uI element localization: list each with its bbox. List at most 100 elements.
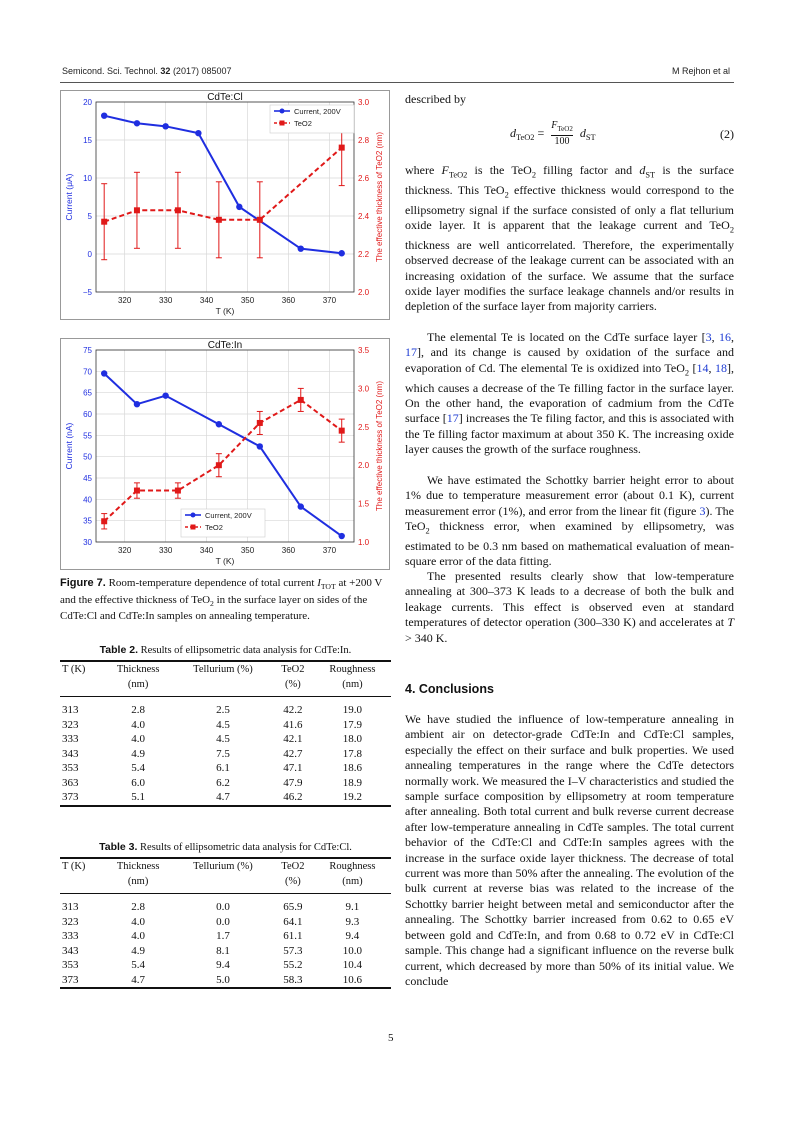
text-run: , bbox=[711, 330, 720, 344]
x-tick-label: 360 bbox=[282, 296, 296, 305]
text-run: thickness error, when examined by ellips… bbox=[405, 519, 734, 569]
citation-link[interactable]: 18 bbox=[715, 360, 728, 375]
table-cell: 2.5 bbox=[216, 704, 230, 716]
data-point bbox=[162, 392, 169, 399]
journal-volume: 32 bbox=[160, 66, 171, 76]
legend-label: TeO2 bbox=[294, 119, 312, 128]
header-rule bbox=[60, 82, 734, 83]
y-tick-label: 50 bbox=[83, 453, 92, 462]
legend-label: TeO2 bbox=[205, 523, 223, 532]
table-cell: 353 bbox=[62, 762, 79, 774]
paragraph-text: We have studied the influence of low-tem… bbox=[405, 712, 734, 988]
table-row: 323 4.0 0.0 64.1 9.3 bbox=[60, 915, 391, 930]
table-caption: Table 2. Results of ellipsometric data a… bbox=[60, 644, 391, 656]
chart-cdte-cl: CdTe:Cl 320 330 340 350 360 370 T (K) −5 0 5 10 15 20… bbox=[60, 90, 390, 320]
data-point bbox=[101, 218, 108, 225]
x-tick-label: 340 bbox=[200, 296, 214, 305]
table-cell: 18.6 bbox=[342, 762, 363, 774]
data-point bbox=[100, 112, 108, 119]
column-header: Thickness bbox=[116, 861, 160, 872]
y2-tick-label: 2.4 bbox=[358, 212, 370, 221]
series-line-1 bbox=[103, 146, 343, 223]
table-cell: 9.1 bbox=[345, 901, 360, 913]
y2-tick-label: 1.5 bbox=[358, 500, 370, 509]
figure-link[interactable]: 3 bbox=[699, 503, 706, 518]
column-header: T (K) bbox=[62, 861, 86, 872]
table-cell: 4.7 bbox=[131, 973, 145, 986]
table-cell: 42.1 bbox=[283, 733, 303, 745]
text-run: The presented results clearly show that … bbox=[405, 569, 734, 630]
caption-sub: 2 bbox=[210, 598, 214, 608]
y2-tick-label: 3.0 bbox=[358, 384, 370, 393]
table-row: 333 4.0 4.5 42.1 18.0 bbox=[60, 732, 391, 747]
table-cell: 65.9 bbox=[283, 901, 303, 913]
table-cell: 10.0 bbox=[342, 944, 363, 957]
table-row: 313 2.8 2.5 42.2 19.0 bbox=[60, 697, 391, 718]
data-point bbox=[338, 250, 345, 257]
column-header: TeO2 bbox=[281, 664, 305, 675]
citation-link[interactable]: 17 bbox=[405, 345, 417, 360]
text-run: > 340 K. bbox=[405, 630, 448, 645]
table-cell: 353 bbox=[62, 959, 79, 971]
table-label: Table 2. bbox=[99, 644, 138, 656]
citation-link[interactable]: 17 bbox=[446, 411, 459, 426]
y-tick-label: 60 bbox=[83, 410, 92, 419]
y-axis-label: Current (μA) bbox=[64, 173, 74, 220]
table-row: 353 5.4 9.4 55.2 10.4 bbox=[60, 958, 391, 973]
text-run: ], which causes a decrease of the Te fil… bbox=[405, 360, 735, 426]
table-cell: 373 bbox=[62, 791, 79, 803]
table-cell: 5.4 bbox=[131, 762, 145, 774]
table-cell: 1.7 bbox=[216, 930, 230, 942]
table-cell: 4.0 bbox=[131, 930, 145, 942]
column-header: Thickness bbox=[116, 664, 160, 675]
table-cell: 9.3 bbox=[345, 915, 360, 928]
column-header-unit bbox=[60, 677, 103, 697]
data-point bbox=[174, 207, 181, 214]
table-cell: 6.2 bbox=[216, 776, 230, 789]
y-tick-label: 0 bbox=[88, 250, 93, 259]
y2-tick-label: 2.0 bbox=[358, 461, 370, 470]
citation-link[interactable]: 14 bbox=[696, 360, 709, 375]
x-tick-label: 330 bbox=[159, 296, 173, 305]
table-cell: 373 bbox=[62, 973, 79, 986]
table-cell: 41.6 bbox=[283, 718, 303, 731]
eq-equals: = bbox=[537, 125, 545, 140]
running-header-journal: Semicond. Sci. Technol. 32 (2017) 085007 bbox=[62, 66, 232, 76]
table-cell: 313 bbox=[62, 901, 79, 913]
table-cell: 10.4 bbox=[342, 959, 363, 971]
math-symbol: F bbox=[441, 163, 449, 177]
text-run: is the surface thickness. This TeO bbox=[405, 163, 734, 197]
x-tick-label: 370 bbox=[323, 546, 337, 555]
table-cell: 363 bbox=[62, 776, 79, 789]
y-tick-label: 65 bbox=[83, 389, 92, 398]
table-cell: 47.1 bbox=[283, 762, 303, 774]
equation-number: (2) bbox=[720, 127, 734, 141]
plot-area bbox=[95, 101, 355, 293]
x-tick-label: 350 bbox=[241, 546, 255, 555]
authors: M Rejhon et al bbox=[672, 66, 731, 76]
eq-denominator: 100 bbox=[554, 136, 570, 147]
table-2: Table 2. Results of ellipsometric data a… bbox=[60, 640, 391, 807]
data-point bbox=[338, 532, 345, 540]
citation-link[interactable]: 16 bbox=[719, 330, 732, 344]
eq-sub: TeO2 bbox=[516, 133, 535, 143]
paragraph-text: where FTeO2 is the TeO2 filling factor a… bbox=[405, 163, 734, 315]
table-cell: 2.8 bbox=[131, 704, 145, 716]
table-cell: 42.2 bbox=[283, 704, 303, 716]
data-point bbox=[297, 396, 304, 403]
table-cell: 10.6 bbox=[342, 973, 363, 986]
y-tick-label: 75 bbox=[83, 346, 92, 355]
legend-marker bbox=[190, 512, 196, 518]
citation-link[interactable]: 3 bbox=[705, 330, 712, 344]
column-header-unit bbox=[60, 874, 103, 894]
table-cell: 18.0 bbox=[342, 733, 363, 745]
y-tick-label: −5 bbox=[83, 288, 93, 297]
y-tick-label: 10 bbox=[83, 174, 92, 183]
y-tick-label: 15 bbox=[83, 136, 92, 145]
data-point bbox=[256, 443, 264, 450]
data-point bbox=[297, 245, 304, 252]
eq-symbol: d bbox=[579, 125, 586, 140]
table-row: 343 4.9 8.1 57.3 10.0 bbox=[60, 944, 391, 959]
data-point bbox=[133, 400, 141, 408]
y2-axis-label: The effective thickness of TeO2 (nm) bbox=[375, 132, 384, 262]
